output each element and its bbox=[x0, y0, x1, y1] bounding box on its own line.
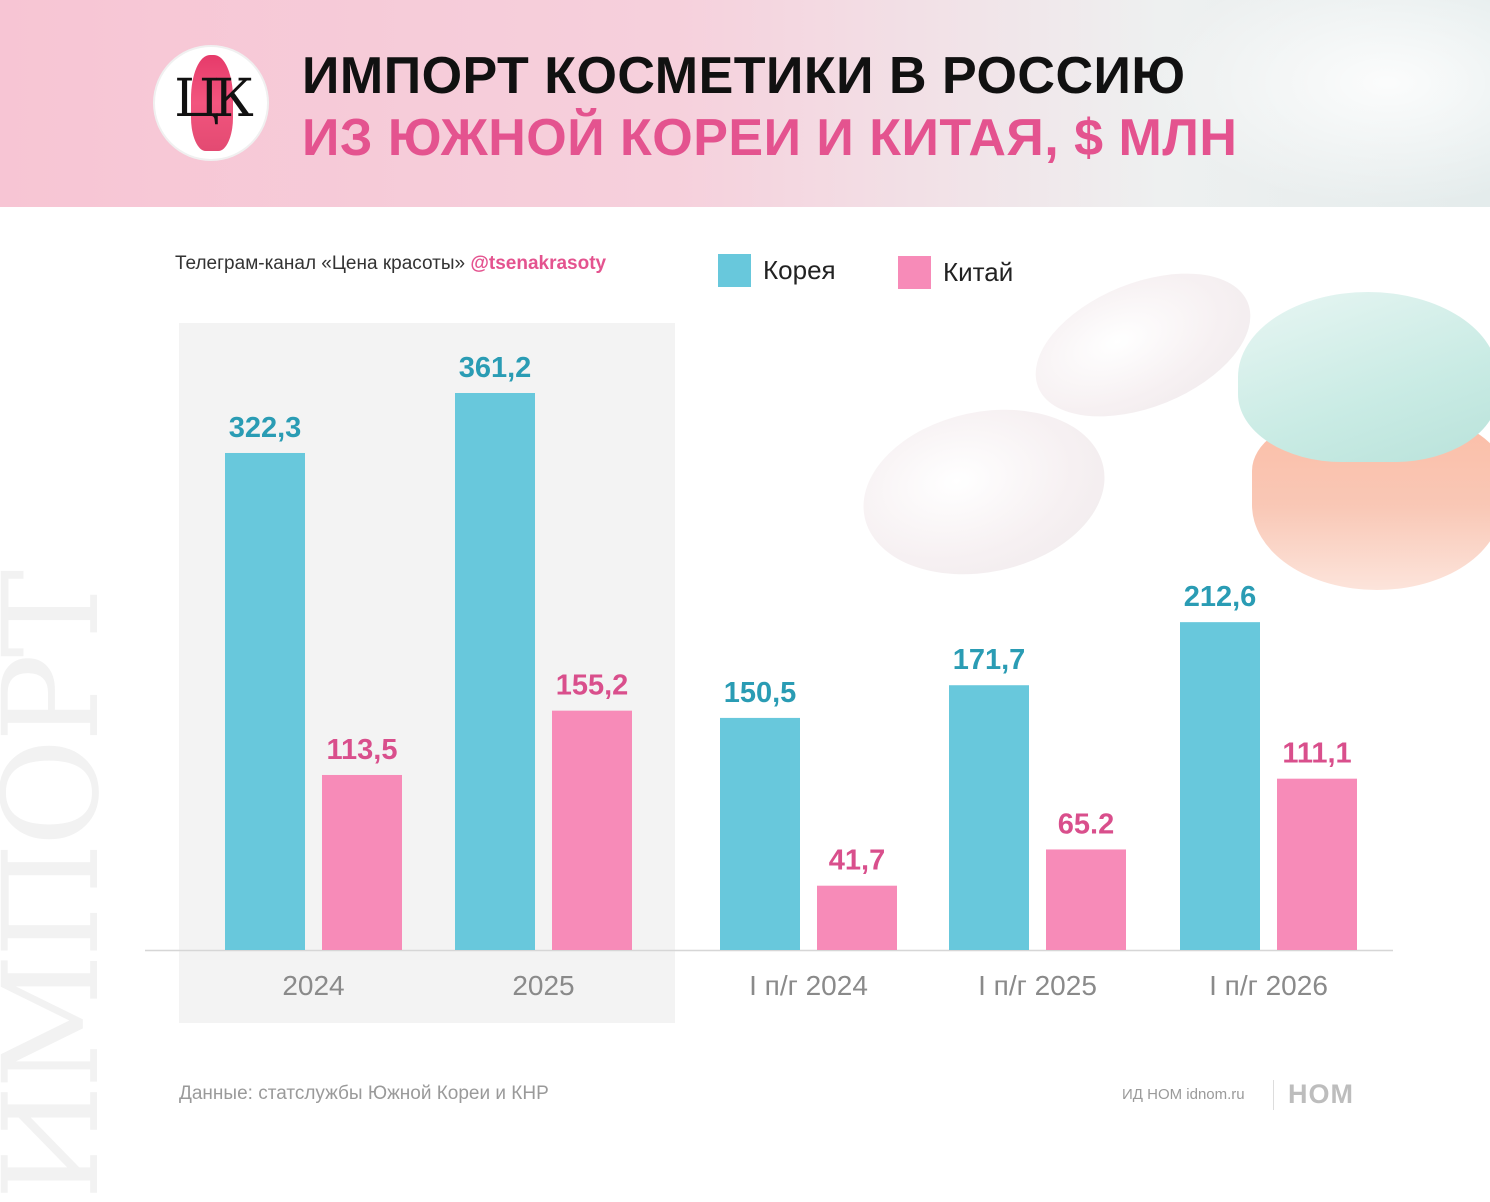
footer-divider bbox=[1273, 1080, 1274, 1110]
bar-korea bbox=[1180, 622, 1260, 950]
cream-jar-lid-image bbox=[1238, 292, 1490, 462]
x-tick-label: I п/г 2025 bbox=[978, 970, 1097, 1001]
telegram-source: Телеграм-канал «Цена красоты» @tsenakras… bbox=[175, 253, 606, 275]
data-label-korea: 212,6 bbox=[1184, 581, 1257, 613]
bar-china bbox=[817, 885, 897, 950]
header-photo bbox=[1150, 0, 1490, 207]
bar-china bbox=[1277, 778, 1357, 950]
bar-korea bbox=[949, 685, 1029, 950]
logo-text: ЦК bbox=[174, 69, 254, 129]
data-label-china: 65.2 bbox=[1058, 808, 1114, 840]
data-label-korea: 171,7 bbox=[953, 644, 1026, 676]
page-subtitle: ИЗ ЮЖНОЙ КОРЕИ И КИТАЯ, $ МЛН bbox=[302, 109, 1238, 167]
data-label-korea: 361,2 bbox=[459, 352, 532, 384]
telegram-handle[interactable]: @tsenakrasoty bbox=[470, 253, 607, 274]
legend-swatch-korea bbox=[718, 254, 751, 287]
logo-figure-icon bbox=[191, 55, 233, 151]
legend-label-korea: Корея bbox=[763, 255, 836, 285]
x-tick-label: 2024 bbox=[282, 970, 344, 1001]
legend-item-korea: Корея bbox=[718, 254, 836, 287]
data-label-korea: 150,5 bbox=[724, 677, 797, 709]
data-label-korea: 322,3 bbox=[229, 412, 302, 444]
publisher-credit: ИД НОМ idnom.ru bbox=[1122, 1086, 1245, 1103]
legend-swatch-china bbox=[898, 256, 931, 289]
x-tick-label: I п/г 2024 bbox=[749, 970, 868, 1001]
publisher-logo: НОМ bbox=[1288, 1079, 1354, 1109]
data-label-china: 113,5 bbox=[327, 734, 398, 766]
bar-china bbox=[552, 710, 632, 950]
data-label-china: 155,2 bbox=[556, 670, 629, 702]
bar-china bbox=[1046, 849, 1126, 950]
data-label-china: 111,1 bbox=[1282, 738, 1351, 770]
x-tick-label: 2025 bbox=[512, 970, 574, 1001]
page-title: ИМПОРТ КОСМЕТИКИ В РОССИЮ bbox=[302, 47, 1186, 105]
data-source-note: Данные: статслужбы Южной Кореи и КНР bbox=[179, 1083, 549, 1104]
bar-china bbox=[322, 774, 402, 950]
bar-korea bbox=[225, 452, 305, 950]
data-label-china: 41,7 bbox=[829, 845, 885, 877]
logo: ЦК bbox=[155, 47, 267, 159]
telegram-source-text: Телеграм-канал «Цена красоты» bbox=[175, 253, 471, 274]
bar-korea bbox=[720, 717, 800, 950]
legend-item-china: Китай bbox=[898, 256, 1013, 289]
bar-korea bbox=[455, 393, 535, 950]
x-tick-label: I п/г 2026 bbox=[1209, 970, 1328, 1001]
legend-label-china: Китай bbox=[943, 257, 1014, 287]
